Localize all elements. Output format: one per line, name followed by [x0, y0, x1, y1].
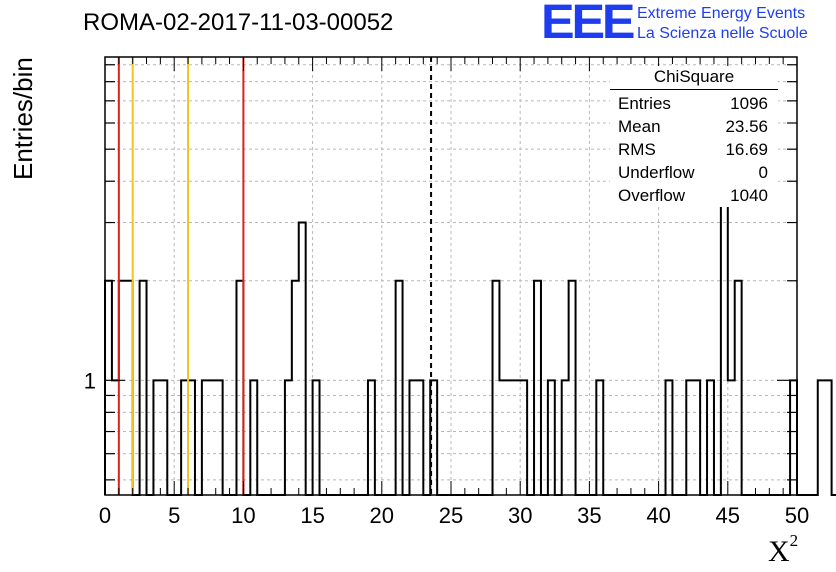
histogram-bin: [140, 281, 147, 495]
x-tick-label: 10: [231, 503, 255, 528]
stats-value: 1096: [730, 94, 768, 113]
x-axis-label: X2: [768, 531, 798, 569]
y-axis-label: Entries/bin: [8, 57, 38, 180]
logo-line2: La Scienza nelle Scuole: [637, 25, 808, 42]
histogram-bin: [818, 380, 825, 495]
stats-value: 16.69: [725, 140, 768, 159]
y-tick-label: 1: [84, 368, 96, 393]
stats-value: 1040: [730, 186, 768, 205]
histogram-bin: [569, 281, 576, 495]
histogram-bin: [209, 380, 216, 495]
histogram-bin: [721, 181, 728, 495]
histogram-bin: [112, 380, 119, 495]
x-tick-label: 20: [370, 503, 394, 528]
histogram-bin: [735, 281, 742, 495]
x-label-x: X: [768, 535, 790, 568]
stats-box: ChiSquare Entries 1096 Mean 23.56 RMS 16.69…: [610, 66, 778, 207]
x-tick-label: 50: [785, 503, 809, 528]
histogram-bin: [119, 281, 126, 495]
histogram-bin: [105, 281, 112, 495]
histogram-bin: [520, 380, 527, 495]
stats-label: Mean: [618, 117, 661, 136]
histogram-bin: [416, 380, 423, 495]
histogram-bin: [707, 380, 714, 495]
histogram-bin: [596, 380, 603, 495]
histogram-bin: [216, 380, 223, 495]
histogram-bin: [250, 380, 257, 495]
x-tick-label: 45: [716, 503, 740, 528]
histogram-bin: [126, 281, 133, 495]
histogram-bin: [236, 281, 243, 495]
axis-ticks: 0 5 10 15 20 25 30 35 40 45 50 1: [84, 57, 809, 528]
histogram-bin: [368, 380, 375, 495]
histogram-bin: [493, 281, 500, 495]
histogram-bin: [825, 380, 832, 495]
histogram-bin: [693, 380, 700, 495]
histogram-bin: [292, 281, 299, 495]
stats-label: Entries: [618, 94, 671, 113]
histogram-bin: [548, 380, 555, 495]
stats-title: ChiSquare: [610, 66, 778, 90]
histogram-bin: [686, 380, 693, 495]
histogram-bin: [396, 281, 403, 495]
x-tick-label: 25: [439, 503, 463, 528]
stats-row-overflow: Overflow 1040: [610, 184, 778, 207]
histogram-bin: [313, 380, 320, 495]
stats-row-rms: RMS 16.69: [610, 138, 778, 161]
stats-label: Underflow: [618, 163, 695, 182]
stats-label: RMS: [618, 140, 656, 159]
stats-row-underflow: Underflow 0: [610, 161, 778, 184]
x-tick-label: 15: [300, 503, 324, 528]
x-label-sup: 2: [789, 531, 799, 550]
histogram-bin: [285, 380, 292, 495]
histogram-bin: [562, 380, 569, 495]
eee-logo: EEE: [541, 0, 636, 49]
stats-label: Overflow: [618, 186, 686, 205]
x-tick-label: 0: [99, 503, 111, 528]
histogram-bin: [534, 281, 541, 495]
histogram-bin: [728, 380, 735, 495]
x-tick-label: 5: [168, 503, 180, 528]
run-title: ROMA-02-2017-11-03-00052: [83, 9, 394, 36]
x-tick-label: 40: [646, 503, 670, 528]
histogram-bin: [202, 380, 209, 495]
stats-row-entries: Entries 1096: [610, 92, 778, 115]
histogram-bin: [513, 380, 520, 495]
eee-logo-text: Extreme Energy Events La Scienza nelle S…: [637, 4, 808, 44]
histogram-bin: [409, 380, 416, 495]
histogram-bin: [790, 380, 797, 495]
histogram-bin: [666, 380, 673, 495]
stats-value: 23.56: [725, 117, 768, 136]
histogram-bin: [499, 380, 506, 495]
histogram-bin: [188, 380, 195, 495]
logo-line1: Extreme Energy Events: [637, 5, 806, 22]
x-tick-label: 35: [577, 503, 601, 528]
stats-value: 0: [758, 163, 768, 182]
histogram-bin: [160, 380, 167, 495]
histogram-bin: [506, 380, 513, 495]
histogram-bin: [153, 380, 160, 495]
reference-lines: [117, 57, 433, 495]
stats-row-mean: Mean 23.56: [610, 115, 778, 138]
x-tick-label: 30: [508, 503, 532, 528]
histogram-bin: [181, 380, 188, 495]
